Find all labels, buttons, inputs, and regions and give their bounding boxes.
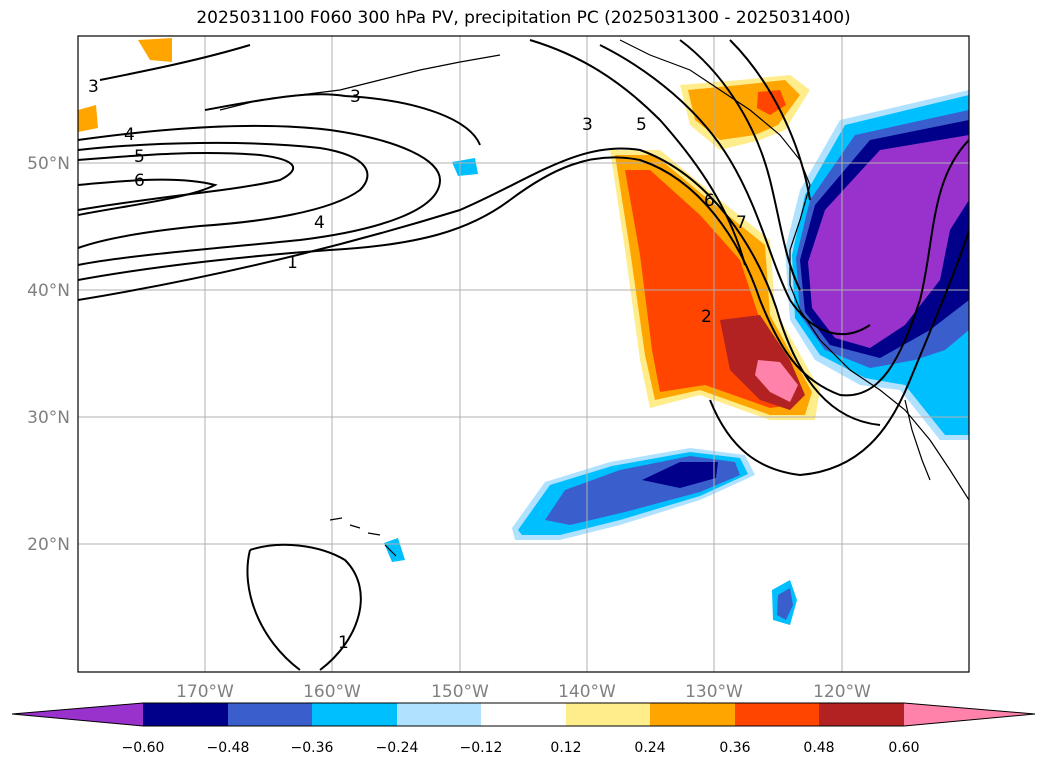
colorbar: −0.60 −0.48 −0.36 −0.24 −0.12 0.12 0.24 … (11, 702, 1036, 756)
lat-label: 40°N (27, 281, 70, 301)
colorbar-segment (143, 703, 228, 726)
negative-band-south (384, 158, 797, 625)
lat-label: 30°N (27, 408, 70, 428)
colorbar-tick: 0.24 (634, 740, 665, 756)
plot-area: 3 4 5 6 3 4 1 3 5 6 7 2 1 (78, 36, 969, 672)
colorbar-tick: −0.36 (291, 740, 334, 756)
plot-border (77, 35, 970, 673)
contour-label: 4 (314, 213, 325, 233)
pv-contours (78, 39, 969, 671)
lat-labels: 50°N 40°N 30°N 20°N (27, 154, 70, 555)
contour-label: 5 (636, 115, 647, 135)
colorbar-segment (650, 703, 735, 726)
lon-label: 140°W (558, 682, 616, 702)
lon-label: 120°W (813, 682, 871, 702)
contour-label: 5 (134, 147, 145, 167)
contour-labels: 3 4 5 6 3 4 1 3 5 6 7 2 1 (88, 77, 747, 653)
contour-label: 3 (88, 77, 99, 97)
lon-label: 160°W (303, 682, 361, 702)
colorbar-tick: 0.36 (719, 740, 750, 756)
colorbar-extend-left (12, 703, 143, 726)
colorbar-tick: 0.12 (550, 740, 581, 756)
lat-label: 50°N (27, 154, 70, 174)
lon-label: 170°W (176, 682, 234, 702)
contour-label: 7 (736, 213, 747, 233)
contour-label: 2 (701, 307, 712, 327)
colorbar-ticks: −0.60 −0.48 −0.36 −0.24 −0.12 0.12 0.24 … (122, 740, 920, 756)
colorbar-tick: −0.48 (207, 740, 250, 756)
contour-label: 1 (287, 253, 298, 273)
colorbar-tick: 0.60 (888, 740, 919, 756)
colorbar-segment (481, 703, 566, 726)
contour-label: 6 (134, 171, 145, 191)
colorbar-segment (819, 703, 904, 726)
lon-label: 150°W (431, 682, 489, 702)
colorbar-outline (11, 702, 1036, 727)
contour-label: 3 (350, 87, 361, 107)
colorbar-tick: −0.12 (460, 740, 503, 756)
colorbar-segment (735, 703, 819, 726)
positive-blob-north (78, 38, 810, 150)
contour-label: 6 (704, 191, 715, 211)
lat-label: 20°N (27, 535, 70, 555)
contour-label: 4 (124, 125, 135, 145)
colorbar-segment (228, 703, 312, 726)
lon-labels: 170°W 160°W 150°W 140°W 130°W 120°W (176, 682, 871, 702)
lon-label: 130°W (685, 682, 743, 702)
colorbar-tick: −0.60 (122, 740, 165, 756)
contour-label: 1 (338, 633, 349, 653)
colorbar-segment (312, 703, 397, 726)
colorbar-segment (566, 703, 650, 726)
contour-label: 3 (582, 115, 593, 135)
colorbar-extend-right (904, 703, 1035, 726)
map-title: 2025031100 F060 300 hPa PV, precipitatio… (196, 8, 851, 28)
colorbar-tick: −0.24 (376, 740, 419, 756)
colorbar-segment (397, 703, 481, 726)
colorbar-tick: 0.48 (803, 740, 834, 756)
